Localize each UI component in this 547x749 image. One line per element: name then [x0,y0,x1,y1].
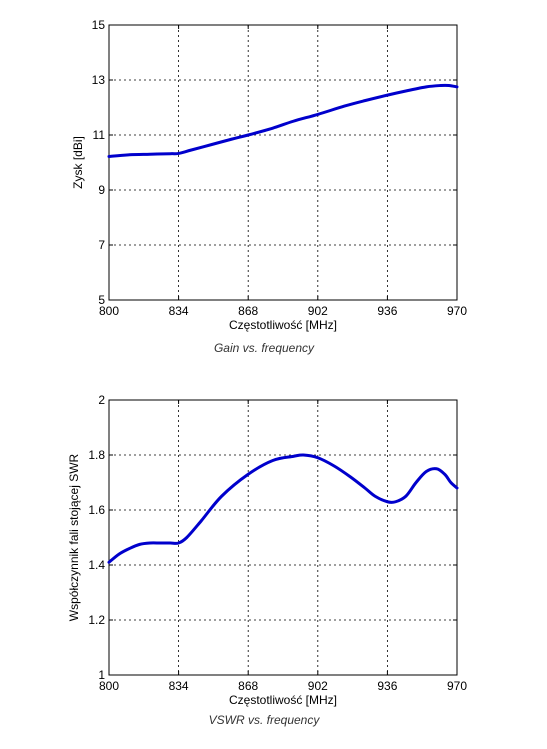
chart-2-x-tick-label: 936 [377,679,397,693]
chart-2-x-tick-label: 800 [99,679,119,693]
chart-1-caption: Gain vs. frequency [214,341,315,355]
chart-1-y-tick-label: 5 [98,293,105,307]
chart-2-y-tick-label: 1.6 [88,503,105,517]
chart-2-x-tick-label: 970 [447,679,467,693]
chart-1-x-tick-label: 868 [238,304,258,318]
chart-1: 800 834 868 902 936 970 5 7 9 11 13 15 Częstotliwość… [71,18,467,355]
chart-1-y-tick-label: 13 [92,73,106,87]
chart-2-series-line-1 [107,453,459,564]
chart-2-plot-frame [108,399,458,676]
chart-1-series-line-1 [107,83,459,158]
chart-2-x-axis-label: Częstotliwość [MHz] [229,693,337,707]
chart-2-x-tick-label: 868 [238,679,258,693]
chart-2-y-tick-label: 1 [98,668,105,682]
chart-2-y-tick-label: 1.8 [88,448,105,462]
chart-1-y-tick-label: 7 [98,238,105,252]
chart-1-plot-frame [108,24,458,301]
chart-1-x-tick-label: 800 [99,304,119,318]
chart-1-y-tick-label: 9 [98,183,105,197]
chart-1-x-tick-label: 936 [377,304,397,318]
chart-2-y-tick-label: 2 [98,393,105,407]
chart-2-caption: VSWR vs. frequency [209,713,321,727]
chart-1-x-tick-label: 902 [308,304,328,318]
chart-2-x-tick-label: 834 [169,679,189,693]
chart-2-x-tick-label: 902 [308,679,328,693]
chart-1-x-tick-label: 834 [169,304,189,318]
chart-1-y-axis-label: Zysk [dBi] [71,136,85,189]
chart-1-y-tick-label: 11 [93,128,106,142]
chart-2-y-tick-label: 1.4 [88,558,105,572]
chart-2-y-tick-label: 1.2 [88,613,105,627]
chart-2-y-axis-label: Współczynnik fali stojącej SWR [67,453,81,621]
chart-1-x-tick-label: 970 [447,304,467,318]
chart-1-x-axis-label: Częstotliwość [MHz] [229,318,337,332]
chart-1-y-tick-label: 15 [92,18,106,32]
chart-2: 800 834 868 902 936 970 1 1.2 1.4 1.6 1.8 2 Częstotl… [67,393,467,727]
